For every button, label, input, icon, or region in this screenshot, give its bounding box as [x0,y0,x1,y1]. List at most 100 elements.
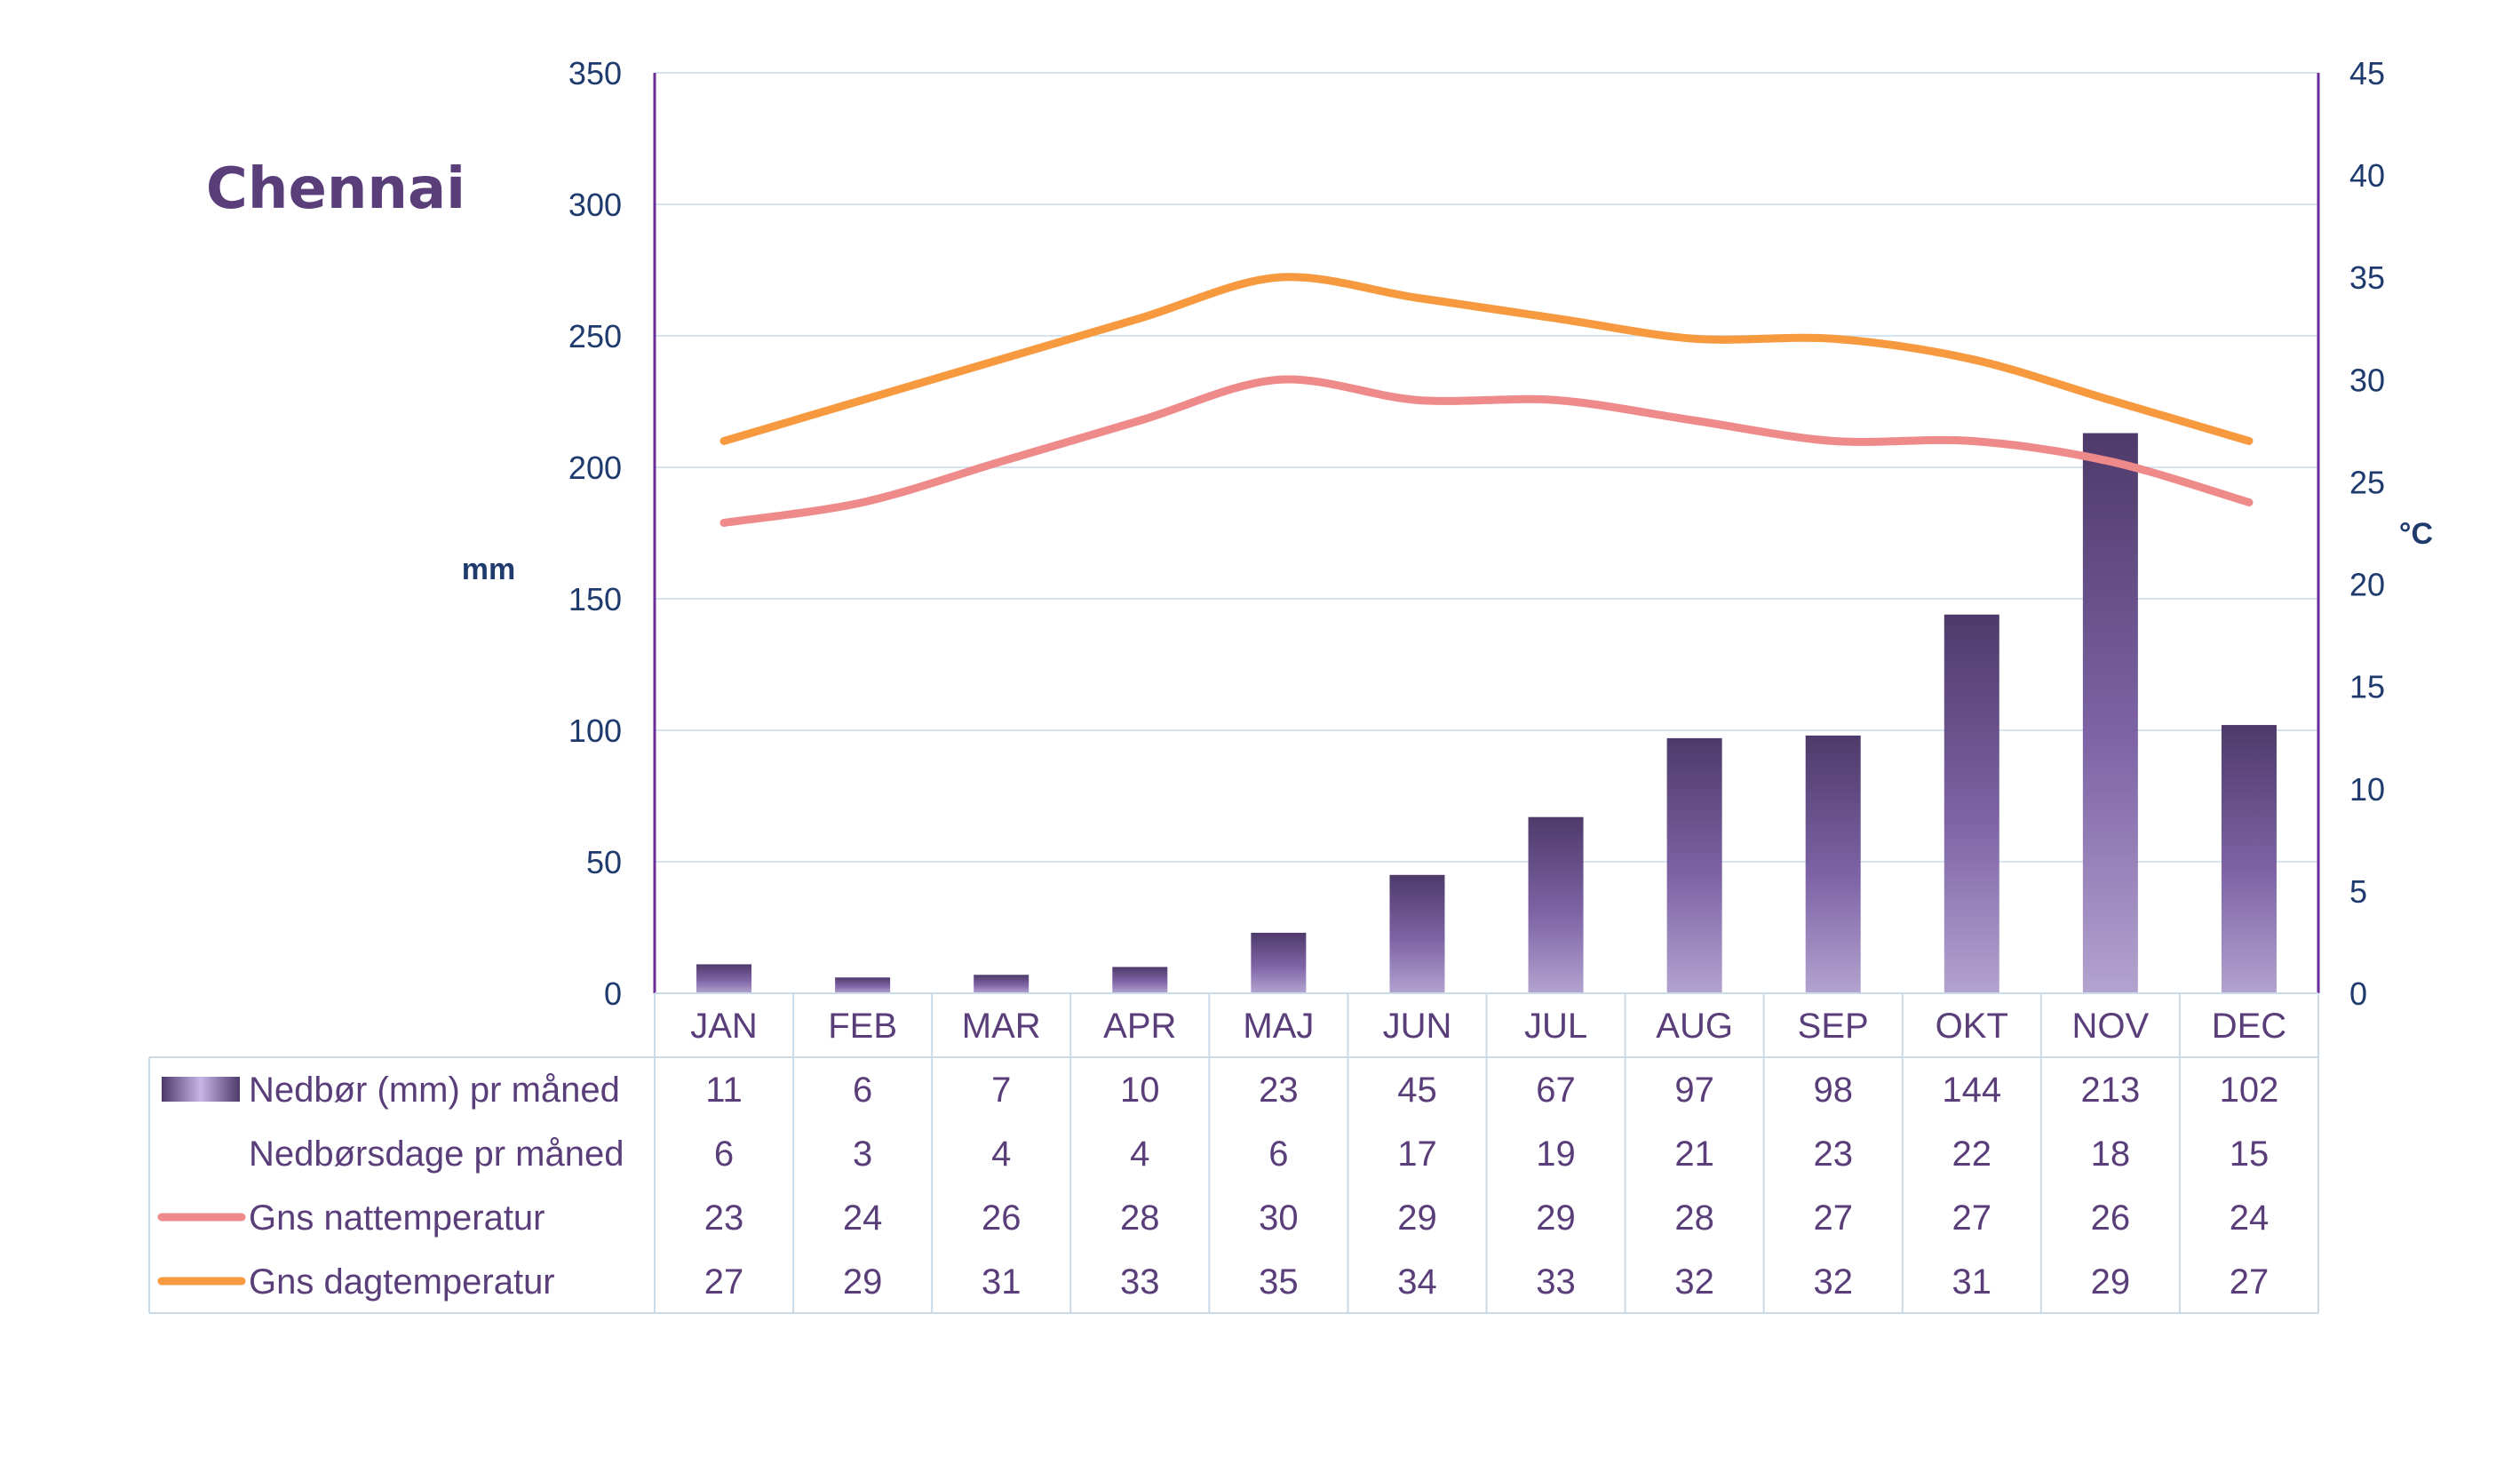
table-cell: 15 [2230,1135,2270,1174]
y-right-tick-label: 30 [2349,362,2385,398]
y-right-tick-label: 10 [2349,771,2385,808]
y-right-tick-label: 20 [2349,567,2385,603]
table-cell: 31 [1952,1262,1992,1302]
x-tick-label: JAN [690,1007,758,1046]
table-cell: 6 [1268,1135,1288,1174]
table-row-label: Gns nattemperatur [249,1198,545,1238]
y-right-tick-label: 0 [2349,975,2367,1012]
precipitation-bar-dec [2221,725,2277,993]
table-cell: 27 [704,1262,744,1302]
table-cell: 29 [1397,1198,1437,1238]
table-cell: 26 [2091,1198,2131,1238]
x-tick-label: AUG [1656,1007,1733,1046]
table-row-label: Nedbør (mm) pr måned [249,1071,620,1110]
table-cell: 98 [1813,1071,1853,1110]
table-cell: 33 [1120,1262,1160,1302]
table-cell: 29 [2091,1262,2131,1302]
table-cell: 18 [2091,1135,2131,1174]
x-tick-label: MAR [962,1007,1041,1046]
table-cell: 7 [991,1071,1011,1110]
x-tick-label: APR [1103,1007,1176,1046]
y-right-tick-label: 5 [2349,873,2367,910]
table-cell: 144 [1942,1071,2001,1110]
table-cell: 30 [1259,1198,1299,1238]
precipitation-bar-jun [1389,874,1445,993]
x-tick-label: OKT [1936,1007,2008,1046]
y-right-tick-label: 25 [2349,464,2385,500]
y-right-tick-label: 45 [2349,55,2385,92]
table-cell: 24 [2230,1198,2270,1238]
y-left-tick-label: 300 [568,187,622,223]
precipitation-bar-feb [835,977,891,993]
x-tick-label: MAJ [1243,1007,1314,1046]
precipitation-bar-nov [2082,433,2138,993]
y-axis-left: 0 50 100 150 200 250 300 350 [568,55,656,1012]
y-left-tick-label: 0 [604,975,622,1012]
precipitation-bar-mar [974,975,1029,993]
gridlines [655,72,2318,863]
temperature-lines [719,273,2254,527]
y-right-tick-label: 40 [2349,157,2385,194]
table-row-label: Gns dagtemperatur [249,1262,555,1302]
table-cell: 35 [1259,1262,1299,1302]
table-cell: 23 [1813,1135,1853,1174]
legend-bar-swatch [162,1077,240,1102]
table-cell: 32 [1813,1262,1853,1302]
table-cell: 45 [1397,1071,1437,1110]
y-left-tick-label: 350 [568,55,622,92]
x-tick-label: JUN [1383,1007,1452,1046]
table-cell: 11 [705,1071,743,1110]
precipitation-bar-jul [1528,816,1584,993]
x-tick-label: JUL [1524,1007,1587,1046]
data-table: JAN FEB MAR APR MAJ JUN JUL AUG SEP OKT NOV DEC Nedb… [148,992,2319,1314]
table-cell: 21 [1674,1135,1714,1174]
table-cell: 10 [1120,1071,1160,1110]
table-cell: 102 [2220,1071,2279,1110]
table-cell: 32 [1674,1262,1714,1302]
day-temperature-line [719,273,2254,445]
table-cell: 28 [1120,1198,1160,1238]
table-cell: 27 [1952,1198,1992,1238]
table-cell: 97 [1674,1071,1714,1110]
table-cell: 29 [1536,1198,1576,1238]
y-left-tick-label: 250 [568,318,622,354]
y-left-unit-label: mm [462,553,515,586]
table-cell: 29 [843,1262,883,1302]
table-cell: 3 [853,1135,872,1174]
y-left-tick-label: 50 [586,844,622,880]
precipitation-bar-maj [1251,932,1307,993]
table-cell: 24 [843,1198,883,1238]
y-left-tick-label: 100 [568,713,622,749]
y-axis-right: 0 5 10 15 20 25 30 35 40 45 [2317,55,2385,1012]
x-tick-label: SEP [1798,1007,1869,1046]
precipitation-bar-aug [1666,737,1722,993]
table-cell: 27 [1813,1198,1853,1238]
table-cell: 34 [1397,1262,1437,1302]
table-cell: 17 [1397,1135,1437,1174]
precipitation-bar-jan [696,964,752,993]
table-row-label: Nedbørsdage pr måned [249,1135,624,1174]
x-tick-label: NOV [2072,1007,2150,1046]
table-cell: 19 [1536,1135,1576,1174]
table-cell: 67 [1536,1071,1576,1110]
y-right-tick-label: 15 [2349,669,2385,705]
table-cell: 4 [991,1135,1011,1174]
y-right-tick-label: 35 [2349,259,2385,296]
precipitation-bar-okt [1944,614,1999,993]
night-temperature-line [719,375,2254,527]
table-cell: 6 [853,1071,872,1110]
table-cell: 4 [1130,1135,1149,1174]
chart-title: Chennai [206,156,465,222]
table-cell: 213 [2081,1071,2141,1110]
table-cell: 23 [704,1198,744,1238]
x-tick-label: DEC [2212,1007,2286,1046]
table-cell: 28 [1674,1198,1714,1238]
y-left-tick-label: 200 [568,450,622,486]
x-tick-label: FEB [828,1007,897,1046]
precipitation-bar-sep [1805,735,1861,993]
table-cell: 27 [2230,1262,2270,1302]
table-cell: 23 [1259,1071,1299,1110]
table-cell: 31 [982,1262,1022,1302]
precipitation-bar-apr [1112,967,1168,993]
